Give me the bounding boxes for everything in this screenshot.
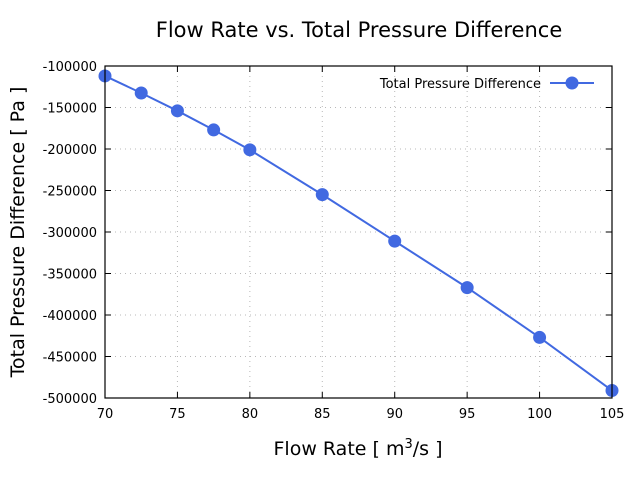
x-axis-title-main: Flow Rate [ m [273, 438, 404, 460]
x-axis-title: Flow Rate [ m3/s ] [273, 437, 442, 460]
x-tick-label: 75 [169, 407, 186, 422]
x-axis-title-tail: /s ] [413, 438, 443, 460]
y-axis-title: Total Pressure Difference [ Pa ] [7, 87, 29, 379]
x-tick-label: 85 [314, 407, 331, 422]
legend-label: Total Pressure Difference [379, 77, 541, 92]
y-tick-label: -450000 [43, 351, 97, 366]
y-tick-label: -300000 [43, 226, 97, 241]
x-tick-label: 90 [386, 407, 403, 422]
series-layer [98, 69, 619, 398]
y-tick-label: -100000 [43, 60, 97, 75]
legend: Total Pressure Difference [379, 76, 594, 92]
y-tick-labels: -100000 -150000 -200000 -250000 -300000 -3500… [43, 60, 97, 407]
chart-title: Flow Rate vs. Total Pressure Difference [156, 18, 563, 42]
x-tick-labels: 70 75 80 85 90 95 100 105 [97, 407, 625, 422]
data-point [207, 123, 221, 137]
y-tick-label: -400000 [43, 309, 97, 324]
data-point [315, 188, 329, 202]
y-tick-label: -250000 [43, 185, 97, 200]
x-axis-title-sup: 3 [404, 437, 412, 452]
y-tick-label: -350000 [43, 268, 97, 283]
data-point [134, 86, 148, 100]
y-tick-label: -150000 [43, 102, 97, 117]
y-tick-label: -500000 [43, 392, 97, 407]
x-tick-label: 80 [242, 407, 259, 422]
legend-marker [565, 76, 579, 90]
x-tick-label: 70 [97, 407, 114, 422]
data-point [388, 234, 402, 248]
plot-frame [104, 65, 613, 399]
x-tick-label: 105 [600, 407, 625, 422]
series-line [104, 75, 613, 392]
y-tick-label: -200000 [43, 143, 97, 158]
x-tick-label: 95 [459, 407, 476, 422]
data-point [243, 143, 257, 157]
data-point [460, 281, 474, 295]
data-point [170, 104, 184, 118]
grid [105, 66, 612, 398]
data-point [533, 330, 547, 344]
x-tick-label: 100 [527, 407, 552, 422]
